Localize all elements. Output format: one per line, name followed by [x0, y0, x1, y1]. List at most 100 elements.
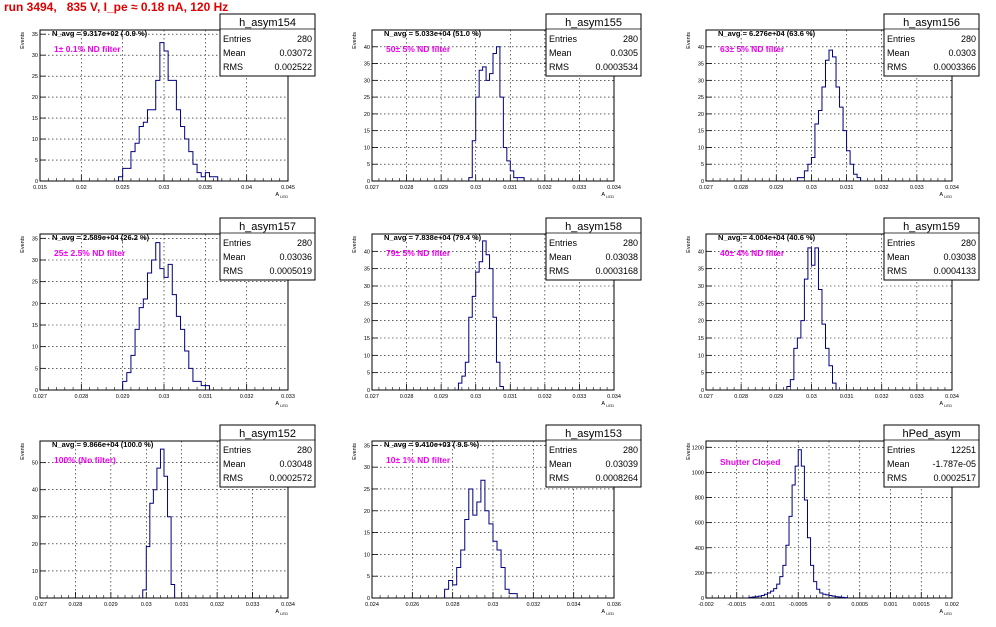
stats-entries-label: Entries — [549, 238, 578, 248]
stats-rms-label: RMS — [223, 266, 243, 276]
x-tick-label: 0.028 — [446, 602, 460, 608]
x-axis-title: A LED — [939, 401, 952, 408]
stats-entries-label: Entries — [549, 34, 578, 44]
stats-entries-label: Entries — [887, 238, 916, 248]
stats-box-title: hPed_asym — [902, 428, 960, 440]
navg-label: N_avg = 9.410e+03 ( 9.5 %) — [384, 440, 480, 449]
y-axis-title: Events — [686, 32, 692, 49]
stats-box-frame — [545, 424, 642, 488]
x-axis-title-sub: LED — [605, 611, 614, 616]
histogram-panel-h_asym158: 0.027 0.028 0.029 0.03 0.031 0.032 0.033 0.034 0… — [352, 217, 642, 408]
stats-mean-label: Mean — [549, 252, 572, 262]
filter-label: 63± 5% ND filter — [720, 44, 785, 54]
y-axis-title: Events — [686, 443, 692, 460]
y-tick-label: 20 — [698, 319, 704, 325]
y-tick-label: 0 — [35, 179, 38, 185]
stats-entries-label: Entries — [223, 445, 252, 455]
y-tick-label: 35 — [364, 267, 370, 273]
histogram-panel-h_asym157: 0.027 0.028 0.029 0.03 0.031 0.032 0.033 0 5 10 15… — [20, 217, 316, 408]
stats-rms-value: 0.002522 — [274, 62, 312, 72]
stats-mean-value: 0.03039 — [605, 459, 638, 469]
y-tick-label: 0 — [701, 596, 704, 602]
y-tick-label: 20 — [32, 301, 38, 307]
y-tick-label: 5 — [367, 162, 370, 168]
stats-mean-value: 0.0303 — [948, 48, 976, 58]
y-tick-label: 40 — [364, 249, 370, 255]
y-tick-label: 30 — [32, 258, 38, 264]
x-tick-label: 0.033 — [281, 394, 295, 400]
x-tick-label: 0.028 — [734, 394, 748, 400]
stats-box: h_asym158 Entries 280 Mean 0.03038 RMS 0.00031… — [545, 217, 642, 281]
stats-box-frame — [545, 217, 642, 281]
x-tick-label: 0.03 — [470, 394, 481, 400]
x-tick-label: 0.03 — [806, 185, 817, 191]
stats-entries-value: 280 — [297, 238, 312, 248]
y-tick-label: 25 — [364, 487, 370, 493]
x-tick-label: 0.04 — [241, 185, 252, 191]
y-tick-label: 25 — [698, 301, 704, 307]
y-tick-label: 5 — [701, 162, 704, 168]
x-tick-label: 0.031 — [198, 394, 212, 400]
y-tick-label: 20 — [698, 112, 704, 118]
filter-label: 100% (No filter) — [54, 455, 116, 465]
y-tick-label: 30 — [698, 284, 704, 290]
x-tick-label: 0.034 — [607, 394, 621, 400]
y-axis-title: Events — [352, 443, 358, 460]
x-axis-title-sub: LED — [943, 403, 952, 408]
navg-label: N_avg = 6.276e+04 (63.6 %) — [718, 29, 816, 38]
navg-label: N_avg = 4.004e+04 (40.6 %) — [718, 233, 816, 242]
x-axis-title-main: A — [275, 192, 279, 198]
histogram-panel-h_asym153: 0.024 0.026 0.028 0.03 0.032 0.034 0.036 0 5 10 15… — [352, 424, 642, 616]
histogram-outline — [444, 479, 518, 598]
y-tick-label: 0 — [701, 388, 704, 394]
y-axis-title: Events — [352, 32, 358, 49]
x-tick-label: 0.032 — [538, 185, 552, 191]
y-tick-label: 5 — [35, 366, 38, 372]
y-axis-title: Events — [20, 443, 26, 460]
stats-box-frame — [219, 424, 316, 488]
stats-entries-label: Entries — [223, 238, 252, 248]
histogram-panel-h_asym154: 0.015 0.02 0.025 0.03 0.035 0.04 0.045 0 5 10 15 20… — [20, 13, 316, 199]
y-tick-label: 40 — [32, 488, 38, 494]
y-tick-label: 1200 — [692, 445, 704, 451]
x-tick-label: 0.024 — [365, 602, 379, 608]
y-tick-label: 35 — [698, 267, 704, 273]
stats-box-title: h_asym152 — [239, 428, 296, 440]
stats-mean-value: 0.0305 — [610, 48, 638, 58]
stats-rms-label: RMS — [887, 62, 907, 72]
histogram-panel-h_asym156: 0.027 0.028 0.029 0.03 0.031 0.032 0.033 0.034 0… — [686, 13, 980, 199]
histogram-panel-h_asym152: 0.027 0.028 0.029 0.03 0.031 0.032 0.033 0.034 0… — [20, 424, 316, 616]
filter-label: Shutter Closed — [720, 457, 780, 467]
stats-mean-label: Mean — [887, 252, 910, 262]
x-tick-label: 0.032 — [538, 394, 552, 400]
x-tick-label: 0.033 — [910, 185, 924, 191]
stats-box-frame — [883, 13, 980, 77]
stats-mean-label: Mean — [223, 48, 246, 58]
y-tick-label: 15 — [698, 129, 704, 135]
x-tick-label: 0.032 — [210, 602, 224, 608]
y-tick-label: 15 — [364, 531, 370, 537]
x-axis-title-sub: LED — [279, 403, 288, 408]
histogram-panel-hPed_asym: -0.002 -0.0015 -0.001 -0.0005 0 0.0005 0.001 0.… — [686, 424, 980, 616]
x-tick-label: 0.027 — [365, 185, 379, 191]
x-axis-title-main: A — [601, 192, 605, 198]
x-axis-title-main: A — [939, 192, 943, 198]
x-tick-label: 0.028 — [69, 602, 83, 608]
y-tick-label: 25 — [32, 280, 38, 286]
y-tick-label: 20 — [364, 509, 370, 515]
stats-mean-label: Mean — [887, 459, 910, 469]
navg-label: N_avg = 2.589e+04 (26.2 %) — [52, 233, 150, 242]
stats-mean-value: 0.03038 — [605, 252, 638, 262]
histogram-panel-h_asym155: 0.027 0.028 0.029 0.03 0.031 0.032 0.033 0.034 0… — [352, 13, 642, 199]
x-tick-label: -0.0015 — [727, 602, 746, 608]
x-tick-label: 0.031 — [840, 185, 854, 191]
x-tick-label: 0.032 — [240, 394, 254, 400]
stats-box-title: h_asym159 — [903, 221, 960, 233]
x-tick-label: 0.03 — [159, 185, 170, 191]
stats-entries-value: 12251 — [951, 445, 976, 455]
stats-box-title: h_asym153 — [565, 428, 622, 440]
navg-label: N_avg = 9.317e+02 ( 0.9 %) — [52, 29, 148, 38]
stats-box: h_asym153 Entries 280 Mean 0.03039 RMS 0.00082… — [545, 424, 642, 488]
histogram-outline — [468, 46, 525, 181]
x-tick-label: 0.03 — [806, 394, 817, 400]
